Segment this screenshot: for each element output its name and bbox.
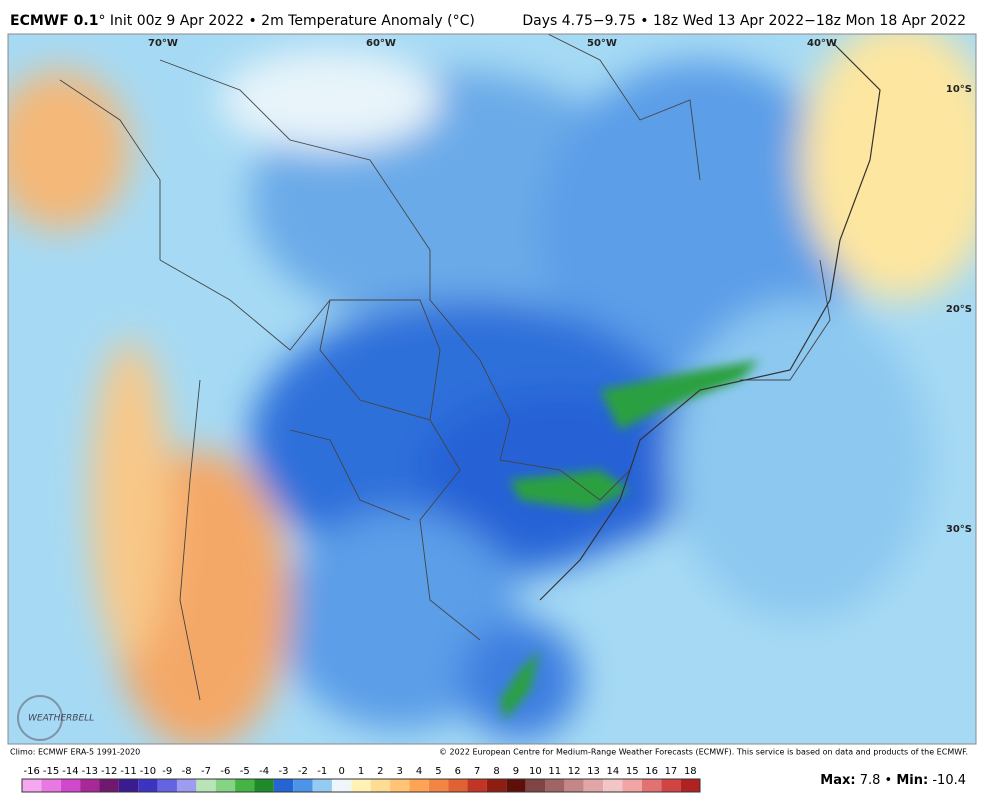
climo: Climo: ECMWF ERA-5 1991-2020 — [10, 748, 140, 757]
colorbar-swatch — [351, 779, 371, 792]
colorbar-label: -9 — [162, 766, 172, 777]
title-rest: ° Init 00z 9 Apr 2022 • 2m Temperature A… — [98, 13, 474, 29]
colorbar-swatch — [486, 779, 507, 792]
colorbar-label: -12 — [101, 766, 117, 777]
colorbar-label: 5 — [435, 766, 441, 777]
map: 70°W 60°W 50°W 40°W 10°S 20°S 30°S WEATH… — [8, 34, 976, 744]
colorbar-label: 7 — [474, 766, 480, 777]
colorbar-swatch — [680, 779, 700, 792]
colorbar-swatch — [157, 779, 177, 792]
colorbar-swatch — [22, 779, 42, 792]
colorbar-label: 4 — [416, 766, 422, 777]
colorbar-label: 10 — [529, 766, 542, 777]
copyright: © 2022 European Centre for Medium-Range … — [439, 748, 968, 757]
colorbar-label: -3 — [279, 766, 289, 777]
colorbar-label: 11 — [548, 766, 561, 777]
colorbar-label: 1 — [358, 766, 364, 777]
colorbar-swatch — [390, 779, 410, 792]
colorbar-label: 16 — [645, 766, 658, 777]
colorbar-label: -16 — [24, 766, 40, 777]
colorbar-label: -11 — [120, 766, 136, 777]
colorbar-swatch — [622, 779, 642, 792]
lat-label: 20°S — [946, 304, 972, 315]
colorbar-label: -7 — [201, 766, 211, 777]
colorbar-swatch — [370, 779, 391, 792]
colorbar-label: 13 — [587, 766, 600, 777]
lon-label: 60°W — [366, 38, 396, 49]
colorbar-swatch — [525, 779, 546, 792]
colorbar-label: -10 — [140, 766, 156, 777]
colorbar-label: -15 — [43, 766, 59, 777]
colorbar-label: 8 — [493, 766, 499, 777]
colorbar-label: 15 — [626, 766, 639, 777]
colorbar-label: 17 — [665, 766, 678, 777]
colorbar-label: -14 — [62, 766, 78, 777]
colorbar-swatch — [312, 779, 332, 792]
colorbar-swatch — [60, 779, 81, 792]
min-label: Min: — [896, 773, 928, 788]
colorbar-label: 18 — [684, 766, 697, 777]
colorbar-label: -4 — [259, 766, 269, 777]
colorbar-label: 6 — [455, 766, 461, 777]
colorbar-swatch — [196, 779, 216, 792]
colorbar-swatch — [293, 779, 313, 792]
lon-label: 70°W — [148, 38, 178, 49]
colorbar-label: 3 — [397, 766, 403, 777]
colorbar-label: -8 — [182, 766, 192, 777]
colorbar-swatch — [118, 779, 139, 792]
colorbar-label: -1 — [317, 766, 327, 777]
colorbar-label: 2 — [377, 766, 383, 777]
lon-label: 50°W — [587, 38, 617, 49]
colorbar-label: 9 — [513, 766, 519, 777]
colorbar-swatch — [448, 779, 468, 792]
colorbar-swatch — [99, 779, 119, 792]
colorbar-swatch — [176, 779, 197, 792]
lat-label: 10°S — [946, 84, 972, 95]
colorbar-swatch — [603, 779, 623, 792]
colorbar-swatch — [661, 779, 681, 792]
colorbar-label: -5 — [240, 766, 250, 777]
colorbar-swatch — [254, 779, 274, 792]
colorbar-swatch — [467, 779, 487, 792]
colorbar-label: 12 — [568, 766, 581, 777]
colorbar-swatch — [235, 779, 255, 792]
colorbar-swatch — [80, 779, 100, 792]
colorbar-swatch — [564, 779, 584, 792]
valid-time: Days 4.75−9.75 • 18z Wed 13 Apr 2022−18z… — [522, 13, 966, 29]
colorbar: -16 -15 -14 -13 -12 -11 -10 -9 -8 -7 -6 -5 -4 -3 -2 -1 0… — [21, 766, 701, 793]
title: ECMWF 0.1° Init 00z 9 Apr 2022 • 2m Temp… — [10, 13, 475, 29]
model: ECMWF 0.1 — [10, 13, 98, 29]
colorbar-swatch — [641, 779, 662, 792]
lon-label: 40°W — [807, 38, 837, 49]
separator: • — [885, 773, 893, 788]
colorbar-swatch — [138, 779, 158, 792]
colorbar-swatch — [428, 779, 449, 792]
colorbar-label: -13 — [82, 766, 98, 777]
colorbar-swatch — [215, 779, 236, 792]
min-value: -10.4 — [932, 773, 966, 788]
max-label: Max: — [820, 773, 855, 788]
colorbar-swatch — [331, 779, 352, 792]
colorbar-label: -6 — [220, 766, 230, 777]
colorbar-swatch — [409, 779, 429, 792]
colorbar-swatch — [273, 779, 294, 792]
watermark: WEATHERBELL — [28, 714, 94, 724]
colorbar-swatch — [583, 779, 604, 792]
colorbar-frame — [21, 778, 701, 793]
max-value: 7.8 — [860, 773, 881, 788]
colorbar-swatch — [545, 779, 565, 792]
colorbar-swatch — [41, 779, 61, 792]
max-min: Max: 7.8 • Min: -10.4 — [820, 773, 966, 788]
colorbar-swatch — [506, 779, 526, 792]
lat-label: 30°S — [946, 524, 972, 535]
colorbar-label: -2 — [298, 766, 308, 777]
colorbar-label: 0 — [338, 766, 344, 777]
colorbar-label: 14 — [606, 766, 619, 777]
